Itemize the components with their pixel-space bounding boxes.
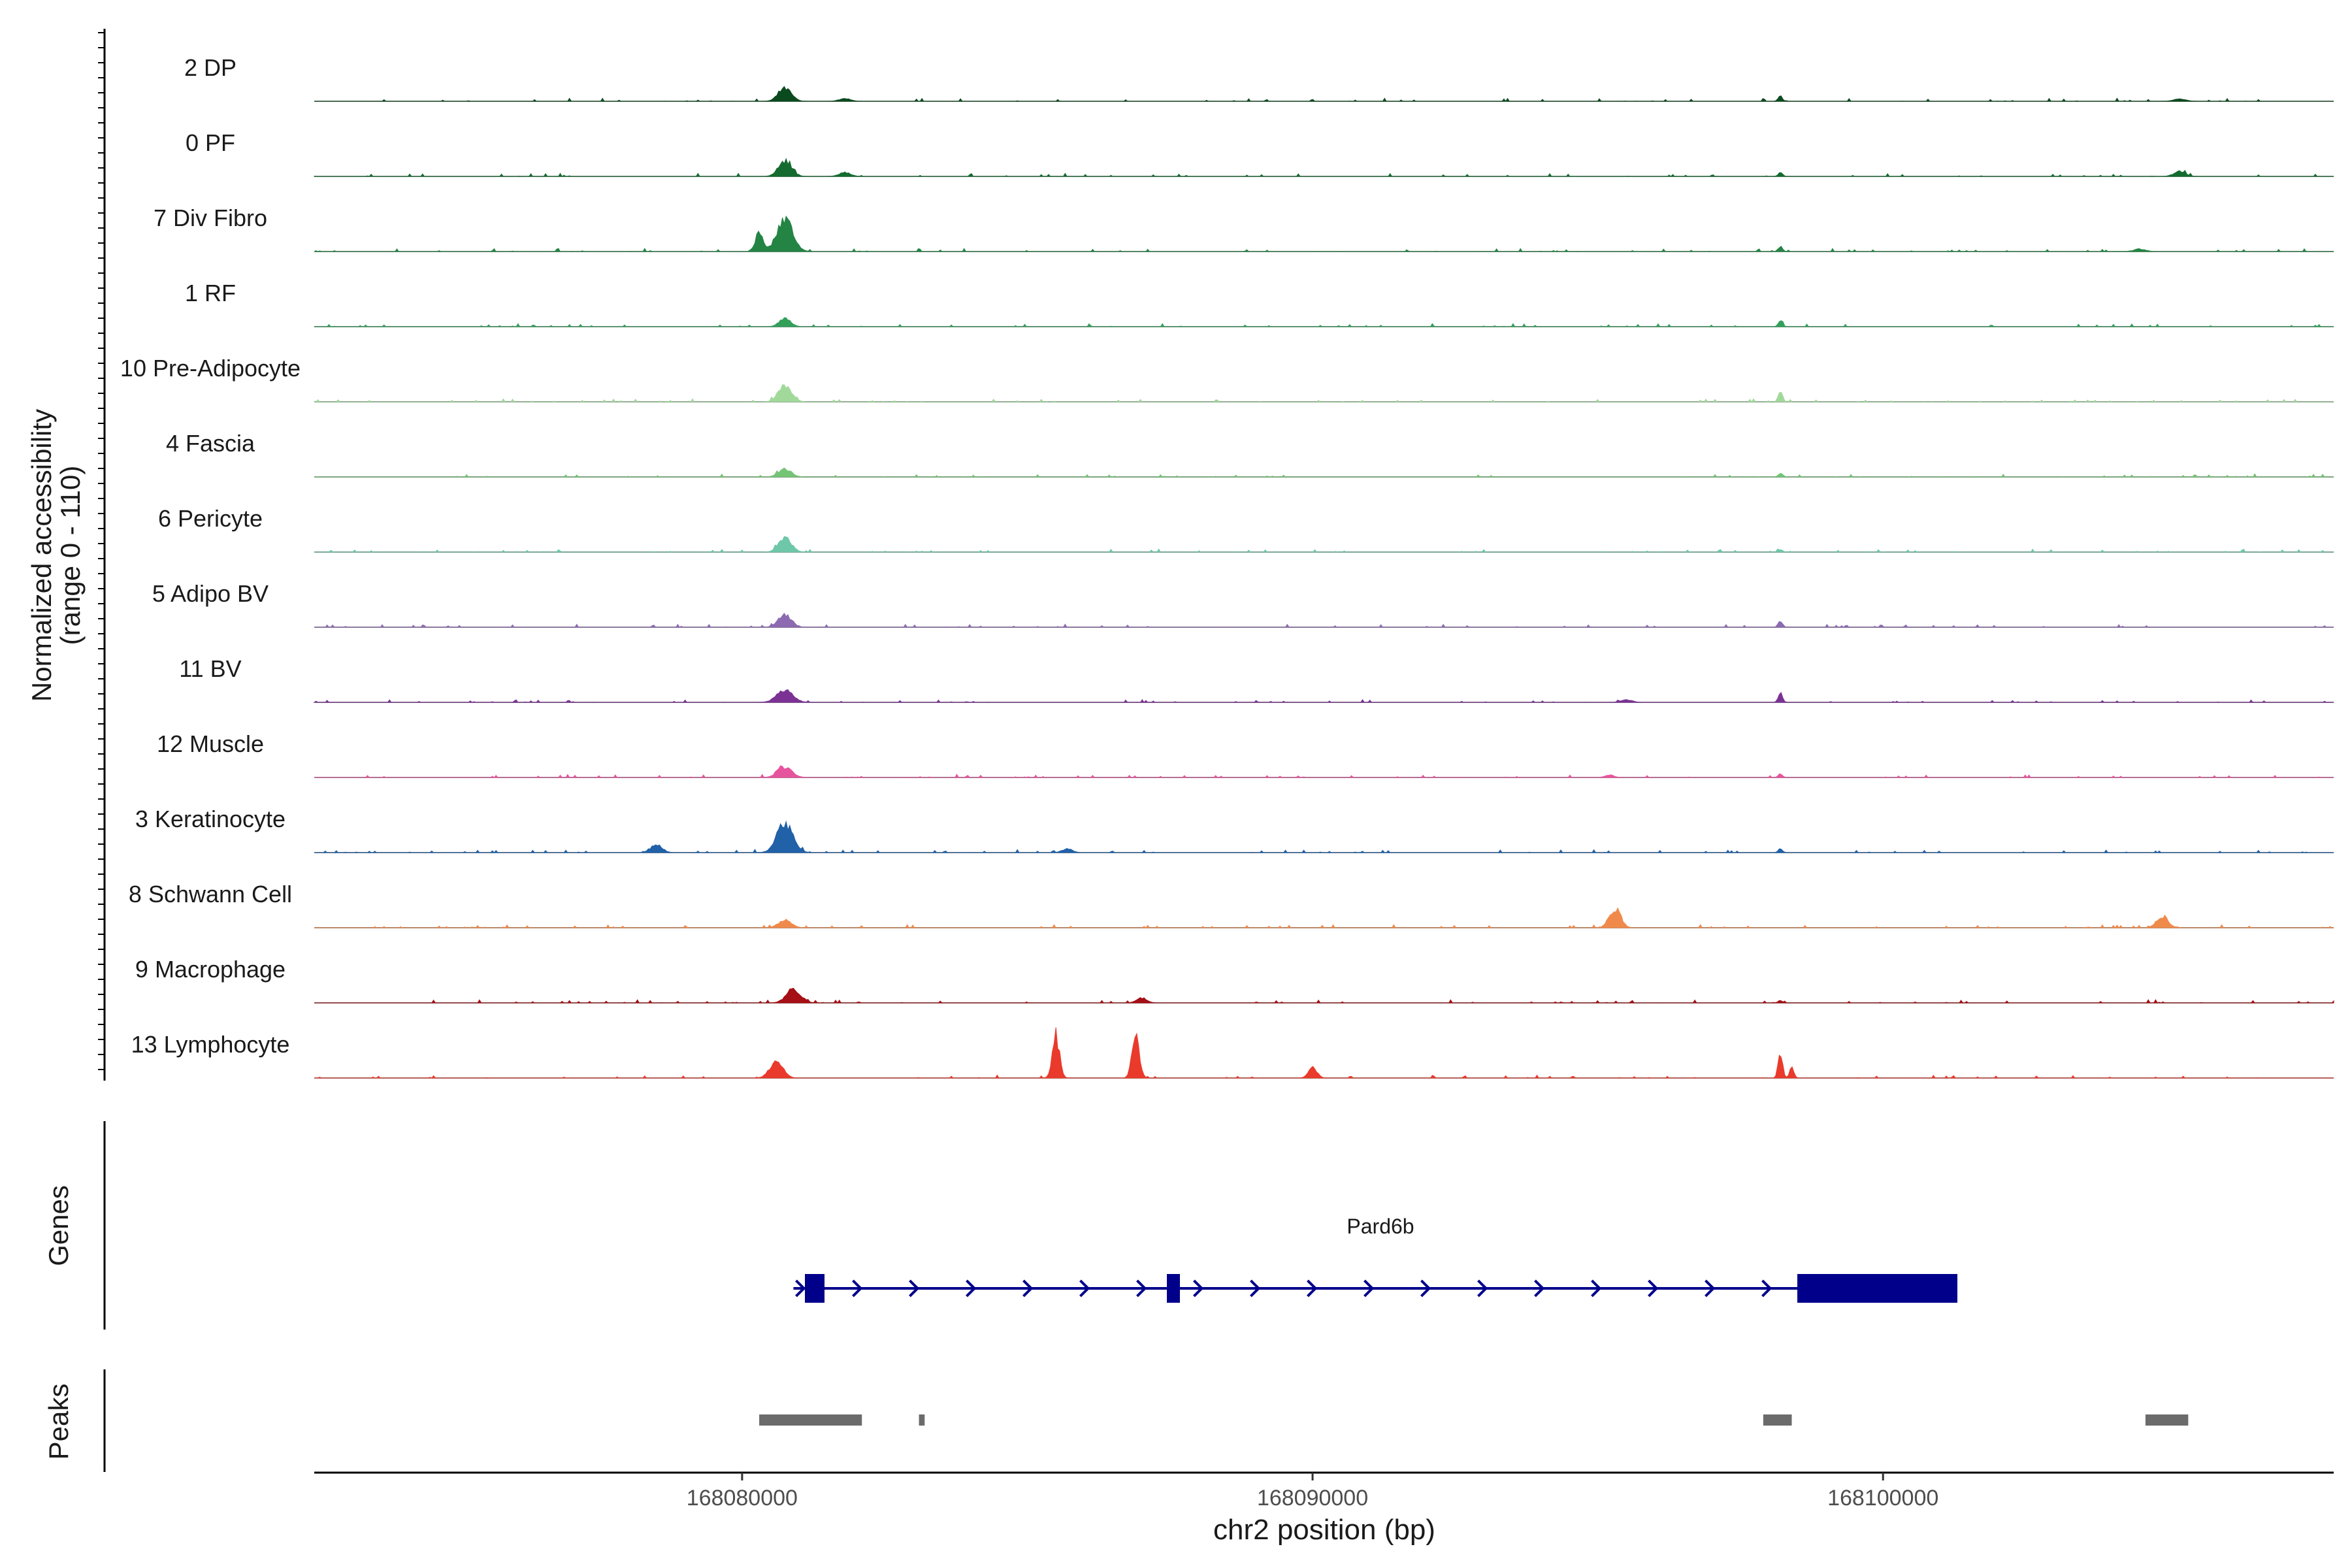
y-axis-ticks	[98, 32, 105, 1070]
track-signal	[314, 907, 2334, 928]
x-axis-label: chr2 position (bp)	[1213, 1514, 1435, 1546]
track-13-lymphocyte: 13 Lymphocyte	[131, 1027, 2334, 1079]
track-2-dp: 2 DP	[184, 54, 2334, 102]
track-label: 7 Div Fibro	[154, 204, 267, 231]
strand-arrow	[852, 1279, 863, 1298]
track-signal	[314, 317, 2334, 327]
track-label: 6 Pericyte	[158, 505, 263, 532]
track-label: 10 Pre-Adipocyte	[120, 355, 301, 382]
genes-panel-label: Genes	[43, 1185, 74, 1266]
track-label: 3 Keratinocyte	[135, 806, 286, 832]
strand-arrow	[1193, 1279, 1204, 1298]
track-label: 11 BV	[179, 655, 241, 682]
strand-arrow	[1022, 1279, 1034, 1298]
track-signal	[314, 157, 2334, 177]
track-signal	[314, 820, 2334, 853]
track-signal	[314, 536, 2334, 553]
track-signal	[314, 1027, 2334, 1079]
track-signal	[314, 612, 2334, 628]
x-tick-label: 168080000	[687, 1486, 798, 1511]
strand-arrow	[1364, 1279, 1375, 1298]
track-1-rf: 1 RF	[185, 280, 2334, 327]
track-signal	[314, 467, 2334, 478]
track-label: 13 Lymphocyte	[131, 1031, 290, 1058]
track-signal	[314, 215, 2334, 252]
track-label: 1 RF	[185, 280, 236, 306]
track-9-macrophage: 9 Macrophage	[135, 956, 2334, 1004]
x-tick-label: 168100000	[1827, 1486, 1938, 1511]
strand-arrow	[1307, 1279, 1318, 1298]
peak-region	[759, 1414, 862, 1426]
gene-exon	[1797, 1274, 1957, 1303]
strand-arrow	[1705, 1279, 1716, 1298]
peak-region	[1763, 1414, 1792, 1426]
track-label: 4 Fascia	[166, 430, 255, 457]
track-label: 8 Schwann Cell	[129, 881, 292, 907]
gene-exon	[805, 1274, 825, 1303]
track-label: 0 PF	[186, 129, 235, 156]
strand-arrow	[1477, 1279, 1488, 1298]
track-8-schwann-cell: 8 Schwann Cell	[129, 881, 2334, 928]
strand-arrow	[1420, 1279, 1431, 1298]
track-10-pre-adipocyte: 10 Pre-Adipocyte	[120, 355, 2334, 402]
strand-arrow	[795, 1279, 806, 1298]
y-axis-range: (range 0 - 110)	[55, 466, 86, 645]
strand-arrow	[1250, 1279, 1261, 1298]
peak-region	[919, 1414, 925, 1426]
peaks-panel-label: Peaks	[43, 1384, 74, 1460]
gene-name: Pard6b	[1347, 1215, 1414, 1238]
strand-arrow	[1648, 1279, 1659, 1298]
strand-arrow	[1761, 1279, 1772, 1298]
strand-arrow	[1591, 1279, 1602, 1298]
x-axis-ticks: 168080000 168090000 168100000	[687, 1473, 1938, 1511]
strand-arrow	[966, 1279, 977, 1298]
track-4-fascia: 4 Fascia	[166, 430, 2334, 478]
track-label: 2 DP	[184, 54, 237, 81]
tracks-layer: 2 DP 0 PF 7 Div Fibro 1 RF 10 Pre-Adipocyte 4…	[120, 54, 2334, 1079]
y-axis-label: Normalized accessibility	[26, 409, 57, 702]
track-12-muscle: 12 Muscle	[157, 730, 2334, 778]
peak-region	[2145, 1414, 2189, 1426]
peaks-layer	[759, 1414, 2189, 1426]
track-label: 5 Adipo BV	[152, 580, 269, 607]
strand-arrow	[1534, 1279, 1545, 1298]
track-3-keratinocyte: 3 Keratinocyte	[135, 806, 2334, 853]
track-11-bv: 11 BV	[179, 655, 2334, 703]
track-0-pf: 0 PF	[186, 129, 2334, 177]
track-6-pericyte: 6 Pericyte	[158, 505, 2334, 553]
track-signal	[314, 765, 2334, 778]
track-signal	[314, 86, 2334, 102]
gene-exon	[1167, 1274, 1180, 1303]
track-label: 12 Muscle	[157, 730, 264, 757]
track-signal	[313, 689, 2334, 703]
x-tick-label: 168090000	[1257, 1486, 1368, 1511]
track-signal	[314, 987, 2334, 1004]
track-5-adipo-bv: 5 Adipo BV	[152, 580, 2334, 628]
gene-model: Pard6b	[793, 1215, 1957, 1303]
strand-arrow	[1079, 1279, 1090, 1298]
track-signal	[314, 384, 2334, 402]
strand-arrow	[1136, 1279, 1147, 1298]
strand-arrow	[909, 1279, 920, 1298]
track-label: 9 Macrophage	[135, 956, 286, 983]
track-7-div-fibro: 7 Div Fibro	[154, 204, 2334, 252]
